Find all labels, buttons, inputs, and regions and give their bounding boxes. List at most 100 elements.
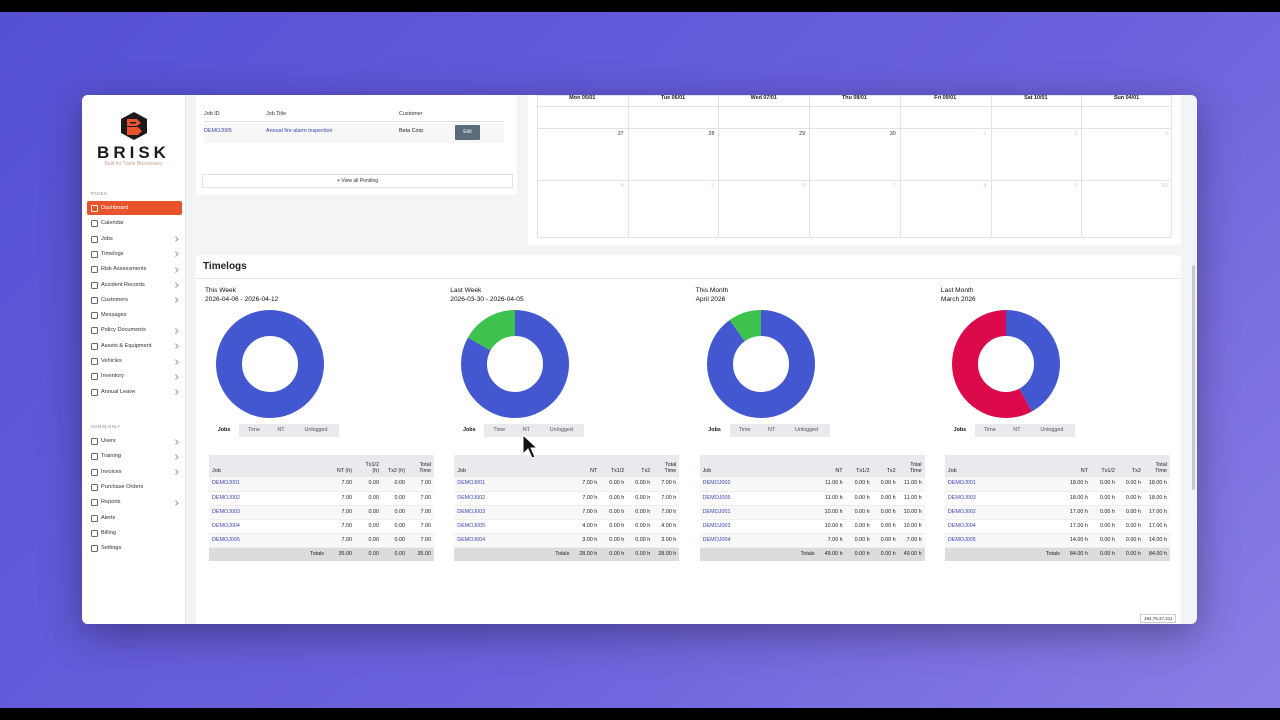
- timelog-table: Job NT Tx1/2 Tx2 Total Time DEMOJ002 11.00 h 0.…: [699, 455, 925, 561]
- cell[interactable]: DEMOJ003: [457, 508, 486, 515]
- nav-item[interactable]: Dashboard: [87, 201, 182, 215]
- nav-item[interactable]: Timelogs: [87, 247, 182, 261]
- panel-range: March 2026: [940, 296, 976, 303]
- cell: 7.00: [420, 508, 432, 515]
- timelog-table: Job NT Tx1/2 Tx2 Total Time DEMOJ001 18.00 h 0.…: [944, 455, 1170, 561]
- nav-item[interactable]: Inventory: [87, 369, 182, 383]
- cell: 0.00: [368, 480, 380, 486]
- tab[interactable]: NT: [759, 424, 784, 437]
- cell[interactable]: DEMOJ003: [212, 508, 240, 515]
- day-header: Thu 08/01: [842, 95, 867, 101]
- cell[interactable]: DEMOJ005: [702, 494, 731, 501]
- nav-item[interactable]: Settings: [87, 541, 182, 555]
- tab[interactable]: NT: [269, 424, 293, 437]
- totals-row: Totals 84.00 h 0.00 h 0.00 h 84.00 h: [944, 547, 1170, 561]
- tab[interactable]: Time: [974, 424, 1005, 437]
- nav-item[interactable]: Billing: [87, 526, 182, 540]
- nav-item[interactable]: Jobs: [87, 232, 182, 246]
- cell[interactable]: DEMOJ005: [947, 536, 976, 543]
- cal-vline: [809, 95, 811, 238]
- cell[interactable]: DEMOJ005: [212, 536, 240, 543]
- cell[interactable]: DEMOJ002: [947, 508, 976, 515]
- edit-button[interactable]: Edit: [455, 125, 480, 140]
- cell[interactable]: DEMOJ003: [702, 522, 731, 529]
- tab[interactable]: Unlogged: [783, 424, 830, 437]
- pending-jobs-card: Job ID Job Title Customer DEMOJ005 Annual fi…: [196, 95, 517, 195]
- nav-item[interactable]: Policy Documents: [87, 323, 182, 337]
- tab[interactable]: NT: [514, 424, 539, 437]
- cal-vline: [990, 95, 992, 238]
- day-number: 7: [892, 183, 896, 189]
- cell[interactable]: DEMOJ002: [702, 480, 731, 486]
- timelog-panel: This Month April 2026 Jobs Time NT Unlogged Jo…: [696, 285, 931, 624]
- cell: 10.00 h: [824, 522, 843, 529]
- cell: 0.00 h: [1125, 494, 1141, 501]
- nav-item[interactable]: Invoices: [87, 465, 182, 479]
- tab[interactable]: Time: [484, 424, 515, 437]
- tab[interactable]: Jobs: [209, 424, 239, 437]
- donut-chart: [706, 310, 815, 418]
- nav-item[interactable]: Assets & Equipment: [87, 339, 182, 353]
- cell: 0.00 h: [854, 494, 870, 501]
- nav-item[interactable]: Purchase Orders: [87, 480, 182, 494]
- tab[interactable]: Unlogged: [293, 424, 339, 437]
- cell[interactable]: Annual fire alarm inspection: [266, 128, 333, 134]
- cell: 7.00: [341, 494, 353, 501]
- panel-range: April 2026: [695, 296, 726, 303]
- column-header: Job: [702, 468, 712, 474]
- nav-item[interactable]: Risk Assessments: [87, 262, 182, 276]
- tab[interactable]: Jobs: [944, 424, 975, 437]
- cell[interactable]: DEMOJ005: [457, 522, 486, 529]
- tab[interactable]: Time: [239, 424, 269, 437]
- table-row: DEMOJ004 3.00 h 0.00 h 0.00 h 3.00 h: [454, 533, 680, 547]
- timelog-table: Job NT Tx1/2 Tx2 Total Time DEMOJ001 7.00 h 0.0…: [454, 455, 680, 561]
- cell: 0.00 h: [609, 494, 625, 501]
- nav-item[interactable]: Users: [87, 434, 182, 448]
- nav-item[interactable]: Reports: [87, 495, 182, 509]
- cell: 0.00 h: [609, 536, 625, 543]
- cell[interactable]: DEMOJ002: [457, 494, 486, 501]
- cal-hline: [537, 106, 1172, 107]
- cell[interactable]: DEMOJ001: [457, 480, 486, 486]
- nav-item[interactable]: Accident Records: [87, 278, 182, 292]
- nav-item[interactable]: Customers: [87, 293, 182, 307]
- cell[interactable]: DEMOJ001: [702, 508, 731, 515]
- nav-item[interactable]: Training: [87, 449, 182, 463]
- cell: 14.00 h: [1148, 536, 1167, 543]
- cell: 0.00 h: [609, 480, 625, 486]
- tab[interactable]: Unlogged: [1028, 424, 1075, 437]
- tab[interactable]: Jobs: [454, 424, 485, 437]
- nav-item[interactable]: Annual Leave: [87, 385, 182, 399]
- day-header: Fri 09/01: [934, 95, 957, 101]
- cell: 7.00 h: [827, 536, 843, 543]
- nav-item[interactable]: Alerts: [87, 511, 182, 525]
- column-header: Tx2: [1131, 468, 1141, 474]
- cell[interactable]: DEMOJ004: [457, 536, 486, 543]
- cell: 0.00 h: [1125, 536, 1141, 543]
- cell: 3.00 h: [661, 536, 677, 543]
- view-all-link[interactable]: + View all Pending: [202, 174, 513, 188]
- cell[interactable]: DEMOJ005: [204, 128, 232, 134]
- cell[interactable]: DEMOJ001: [947, 480, 976, 486]
- nav-item[interactable]: Vehicles: [87, 354, 182, 368]
- cell[interactable]: DEMOJ004: [947, 522, 976, 529]
- tab[interactable]: Unlogged: [538, 424, 585, 437]
- nav-item[interactable]: Calendar: [87, 216, 182, 230]
- cell[interactable]: DEMOJ003: [947, 494, 976, 501]
- column-header: Total Time: [419, 462, 431, 474]
- donut-chart: [461, 310, 570, 418]
- letterbox-top: [0, 0, 1280, 12]
- tab[interactable]: Jobs: [699, 424, 730, 437]
- cell[interactable]: DEMOJ001: [212, 480, 240, 486]
- tab[interactable]: NT: [1004, 424, 1029, 437]
- tab[interactable]: Time: [729, 424, 760, 437]
- cell: 0.00 h: [1125, 522, 1141, 529]
- nav-item[interactable]: Messages: [87, 308, 182, 322]
- donut-slice: [216, 310, 324, 418]
- cell[interactable]: DEMOJ002: [212, 494, 240, 501]
- cell[interactable]: DEMOJ004: [212, 522, 240, 529]
- donut-slice: [461, 310, 570, 418]
- cal-vline: [718, 95, 720, 238]
- cell[interactable]: DEMOJ004: [702, 536, 731, 543]
- divider: [196, 278, 1181, 279]
